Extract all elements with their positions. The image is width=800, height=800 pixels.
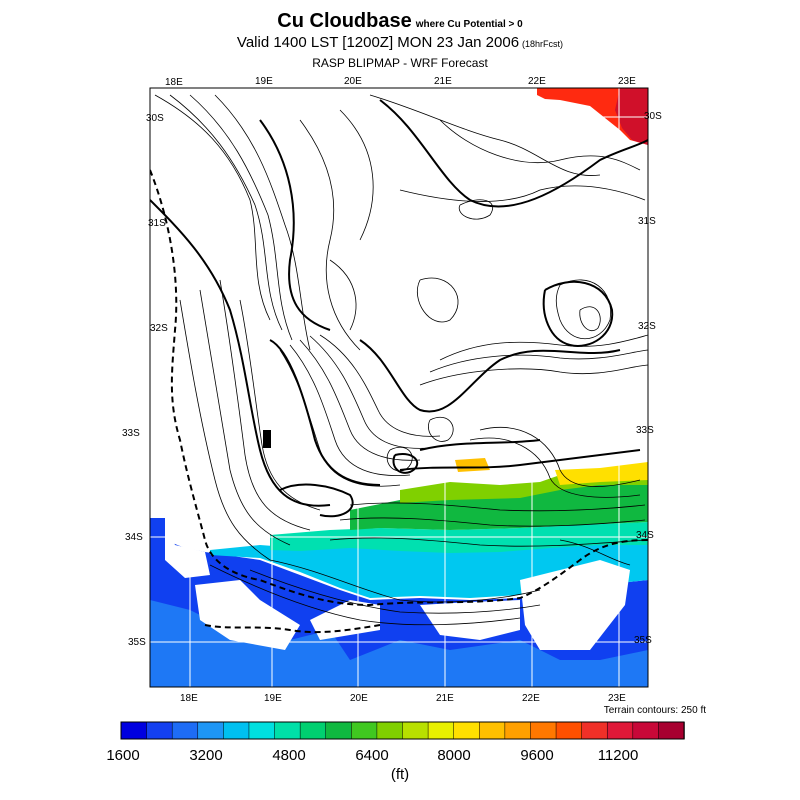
colorbar-swatch bbox=[325, 721, 353, 740]
colorbar-swatch bbox=[197, 721, 225, 740]
no-cu-area bbox=[165, 520, 210, 578]
lon-label: 20E bbox=[350, 693, 368, 704]
colorbar-swatch bbox=[555, 721, 583, 740]
lat-label: 34S bbox=[636, 530, 654, 541]
colorbar-label: 6400 bbox=[355, 747, 388, 764]
title-main: Cu Cloudbase bbox=[277, 10, 412, 32]
lon-label: 23E bbox=[618, 76, 636, 87]
lat-label: 31S bbox=[148, 218, 166, 229]
colorbar-swatch bbox=[427, 721, 455, 740]
colorbar-swatch bbox=[658, 721, 685, 740]
colorbar-units: (ft) bbox=[390, 766, 410, 783]
cloudbase-fill-yellow-spot bbox=[455, 458, 490, 472]
lon-label: 19E bbox=[264, 693, 282, 704]
colorbar-label: 11200 bbox=[598, 747, 639, 764]
coastline bbox=[150, 169, 648, 634]
colorbar-swatch bbox=[376, 721, 404, 740]
lat-label: 34S bbox=[125, 532, 143, 543]
cloudbase-fill-yellow bbox=[555, 462, 648, 485]
colorbar-frame bbox=[120, 721, 685, 740]
colorbar-swatch bbox=[504, 721, 532, 740]
lon-label: 19E bbox=[255, 76, 273, 87]
lat-label: 35S bbox=[634, 635, 652, 646]
colorbar-swatch bbox=[581, 721, 608, 740]
colorbar-swatch bbox=[171, 721, 199, 740]
left-lat-labels: 30S 31S 32S 33S 34S 35S bbox=[122, 113, 168, 648]
no-cu-area bbox=[195, 580, 300, 650]
terrain-peak-marker bbox=[263, 430, 271, 448]
colorbar-swatch bbox=[274, 721, 301, 740]
colorbar-swatch bbox=[248, 721, 276, 740]
colorbar-swatch bbox=[223, 721, 250, 740]
bottom-lon-labels: 18E 19E 20E 21E 22E 23E bbox=[180, 693, 626, 704]
colorbar-label: 3200 bbox=[189, 747, 222, 764]
colorbar-swatch bbox=[632, 721, 660, 740]
lat-label: 33S bbox=[636, 425, 654, 436]
colorbar bbox=[120, 721, 685, 740]
terrain-note: Terrain contours: 250 ft bbox=[603, 705, 706, 716]
lon-label: 22E bbox=[522, 693, 540, 704]
lon-label: 22E bbox=[528, 76, 546, 87]
lon-label: 18E bbox=[165, 77, 183, 88]
terrain-contours-major bbox=[150, 99, 648, 518]
title-condition: where Cu Potential > 0 bbox=[415, 19, 523, 30]
colorbar-swatch bbox=[479, 721, 506, 740]
lon-label: 20E bbox=[344, 76, 362, 87]
valid-time-line: Valid 1400 LST [1200Z] MON 23 Jan 2006 (1… bbox=[0, 34, 800, 51]
cloudbase-fill-green bbox=[350, 480, 648, 530]
no-cu-area bbox=[310, 600, 380, 640]
colorbar-swatch bbox=[351, 721, 378, 740]
colorbar-label: 8000 bbox=[437, 747, 470, 764]
colorbar-swatch bbox=[146, 721, 173, 740]
lat-label: 30S bbox=[146, 113, 164, 124]
map-frame bbox=[149, 87, 649, 688]
cloudbase-fill-lightblue bbox=[150, 600, 648, 687]
lat-label: 32S bbox=[150, 323, 168, 334]
colorbar-swatch bbox=[453, 721, 481, 740]
colorbar-label: 9600 bbox=[520, 747, 553, 764]
colorbar-swatch bbox=[402, 721, 429, 740]
colorbar-label: 4800 bbox=[272, 747, 305, 764]
lat-label: 31S bbox=[638, 216, 656, 227]
lon-label: 21E bbox=[436, 693, 454, 704]
colorbar-swatch bbox=[299, 721, 327, 740]
lat-label: 35S bbox=[128, 637, 146, 648]
lat-label: 33S bbox=[122, 428, 140, 439]
colorbar-labels: 1600 3200 4800 6400 8000 9600 11200 bbox=[106, 747, 638, 764]
lon-label: 18E bbox=[180, 693, 198, 704]
source-line: RASP BLIPMAP - WRF Forecast bbox=[312, 56, 488, 70]
colorbar-label: 1600 bbox=[106, 747, 139, 764]
colorbar-swatch bbox=[606, 721, 634, 740]
colorbar-swatch bbox=[530, 721, 557, 740]
valid-time: Valid 1400 LST [1200Z] MON 23 Jan 2006 bbox=[236, 34, 520, 51]
right-lat-labels: 30S 31S 32S 33S 34S 35S bbox=[634, 111, 662, 646]
lon-label: 21E bbox=[434, 76, 452, 87]
lat-label: 30S bbox=[644, 111, 662, 122]
terrain-contours bbox=[154, 94, 648, 626]
lon-label: 23E bbox=[608, 693, 626, 704]
lat-label: 32S bbox=[638, 321, 656, 332]
forecast-hours: (18hrFcst) bbox=[522, 39, 564, 49]
colorbar-swatch bbox=[120, 721, 148, 740]
top-lon-labels: 18E 19E 20E 21E 22E 23E bbox=[165, 76, 636, 88]
chart-title: Cu Cloudbase where Cu Potential > 0 bbox=[0, 10, 800, 33]
map-plot-area bbox=[150, 88, 648, 687]
